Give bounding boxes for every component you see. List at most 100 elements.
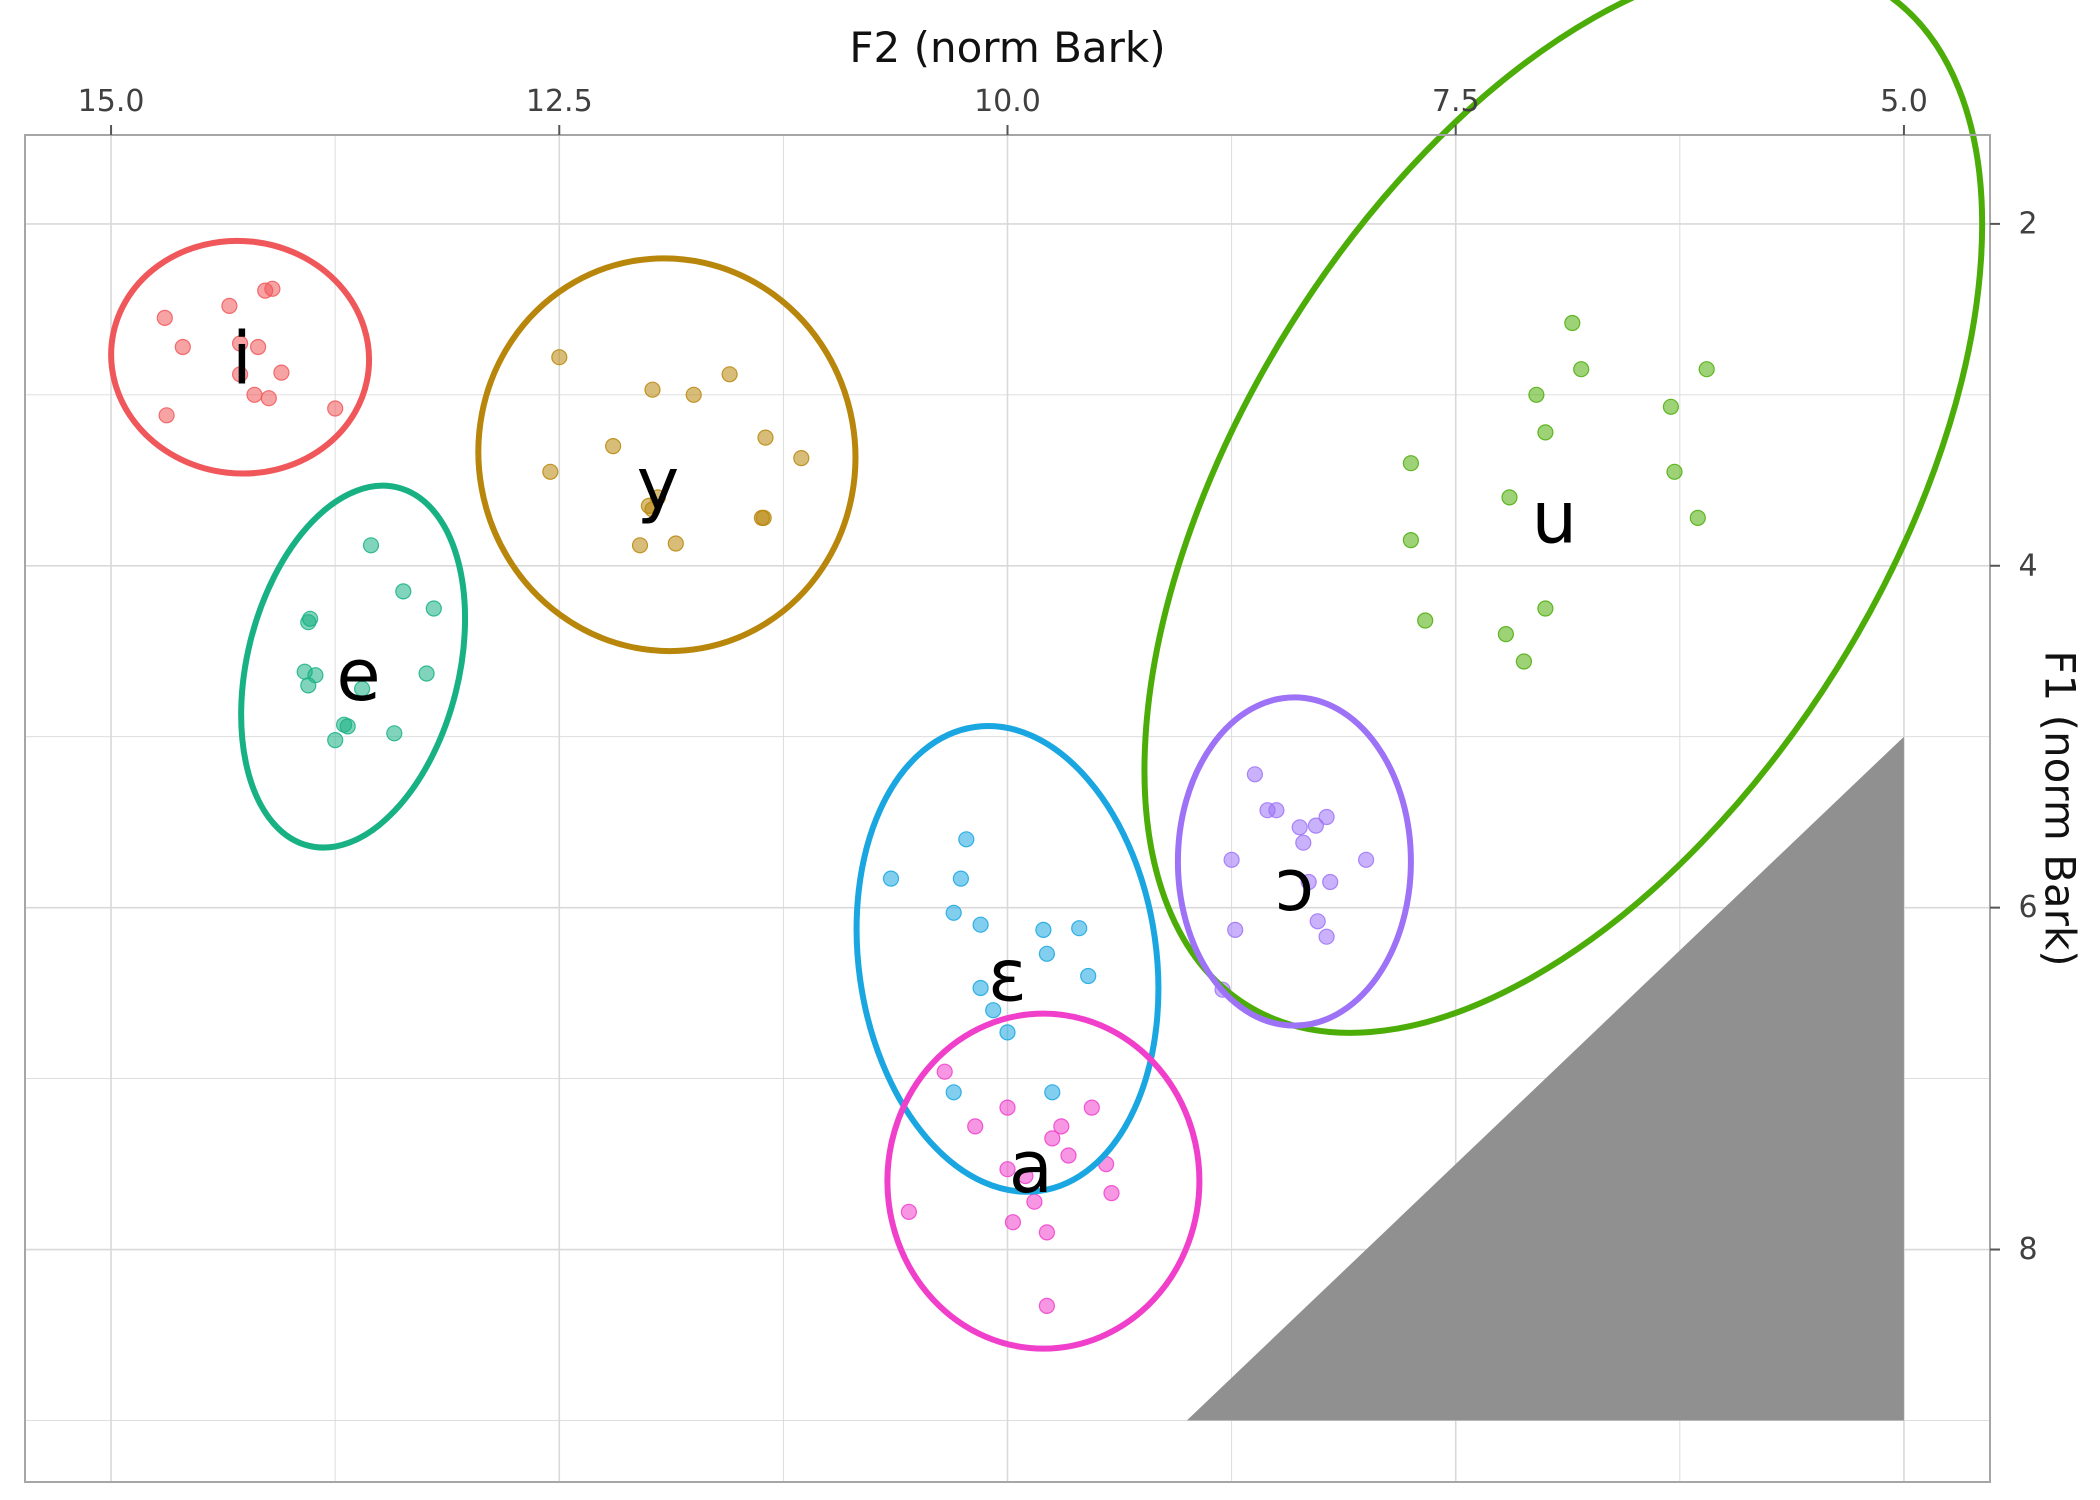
data-point-ɔ bbox=[1295, 834, 1312, 851]
data-point-a bbox=[999, 1161, 1016, 1178]
data-point-e bbox=[395, 583, 412, 600]
data-point-ɛ bbox=[972, 979, 989, 997]
x-axis-title: F2 (norm Bark) bbox=[849, 23, 1165, 72]
vowel-label-ɛ: ɛ bbox=[988, 934, 1027, 1018]
data-point-ɔ bbox=[1223, 851, 1240, 868]
data-point-ɔ bbox=[1307, 817, 1325, 834]
data-point-ɛ bbox=[952, 870, 970, 887]
data-point-y bbox=[631, 537, 649, 554]
data-point-a bbox=[1038, 1224, 1056, 1241]
data-point-ɛ bbox=[999, 1024, 1016, 1041]
data-point-i bbox=[221, 297, 238, 314]
data-point-ɔ bbox=[1300, 873, 1317, 891]
vowel-label-u: u bbox=[1531, 476, 1577, 560]
data-point-y bbox=[721, 366, 738, 383]
data-point-e bbox=[307, 667, 324, 684]
data-point-ɛ bbox=[972, 916, 989, 933]
data-point-ɔ bbox=[1318, 928, 1335, 945]
vowel-space-triangle bbox=[1186, 736, 1904, 1421]
data-point-u bbox=[1417, 612, 1434, 629]
triangle-shape bbox=[1186, 736, 1904, 1421]
data-point-a bbox=[1017, 1167, 1034, 1185]
vowel-label-i: i bbox=[232, 317, 252, 401]
data-point-ɔ bbox=[1227, 921, 1244, 939]
data-point-ɛ bbox=[1038, 945, 1056, 962]
data-point-a bbox=[1044, 1130, 1061, 1147]
data-point-i bbox=[174, 338, 191, 356]
ellipse-i bbox=[108, 237, 373, 477]
data-point-ɔ bbox=[1246, 766, 1264, 783]
data-point-i bbox=[273, 364, 290, 381]
data-point-u bbox=[1537, 424, 1554, 441]
vowel-label-ɔ: ɔ bbox=[1275, 843, 1315, 927]
data-point-ɛ bbox=[1071, 920, 1088, 937]
data-point-u bbox=[1497, 625, 1515, 643]
data-point-u bbox=[1662, 398, 1680, 415]
data-point-e bbox=[418, 665, 435, 682]
data-point-y bbox=[644, 381, 661, 398]
data-point-e bbox=[354, 680, 371, 697]
x-tick-label: 10.0 bbox=[974, 84, 1041, 119]
data-point-y bbox=[542, 463, 559, 480]
data-point-y bbox=[604, 438, 622, 455]
data-point-ɛ bbox=[958, 831, 975, 848]
ellipse-ɔ bbox=[1174, 694, 1414, 1029]
confidence-ellipses bbox=[108, 0, 1986, 1352]
data-point-ɛ bbox=[945, 1084, 962, 1101]
data-point-i bbox=[327, 400, 344, 417]
data-point-u bbox=[1573, 361, 1590, 378]
data-point-ɔ bbox=[1309, 913, 1326, 930]
data-point-ɔ bbox=[1357, 851, 1375, 868]
data-point-ɛ bbox=[945, 904, 962, 921]
data-point-y bbox=[793, 450, 810, 467]
data-point-e bbox=[425, 600, 442, 617]
data-point-a bbox=[1103, 1184, 1120, 1202]
data-point-a bbox=[1038, 1297, 1056, 1315]
y-tick-label: 4 bbox=[2018, 548, 2037, 583]
y-tick-label: 6 bbox=[2018, 890, 2037, 925]
data-point-u bbox=[1402, 455, 1420, 472]
data-point-y bbox=[667, 535, 684, 552]
data-point-a bbox=[1004, 1214, 1022, 1231]
data-point-e bbox=[327, 731, 344, 749]
ellipse-e bbox=[238, 482, 469, 851]
data-point-u bbox=[1537, 600, 1554, 617]
data-points bbox=[156, 280, 1715, 1315]
data-point-i bbox=[232, 366, 249, 383]
data-point-ɔ bbox=[1322, 873, 1339, 891]
data-point-ɛ bbox=[882, 870, 900, 887]
y-tick-label: 2 bbox=[2018, 206, 2037, 241]
data-point-i bbox=[260, 390, 277, 407]
data-point-u bbox=[1689, 509, 1706, 527]
data-point-i bbox=[250, 338, 267, 356]
data-point-ɔ bbox=[1291, 819, 1308, 836]
data-point-ɛ bbox=[985, 1002, 1002, 1019]
data-point-u bbox=[1501, 489, 1518, 506]
data-point-u bbox=[1515, 653, 1533, 670]
y-tick-label: 8 bbox=[2018, 1232, 2037, 1267]
data-point-e bbox=[300, 614, 317, 631]
data-point-ɛ bbox=[1035, 921, 1052, 939]
data-point-u bbox=[1528, 386, 1545, 403]
data-point-e bbox=[362, 537, 380, 554]
vowel-label-y: y bbox=[637, 441, 680, 525]
data-point-i bbox=[246, 386, 263, 403]
ellipse-ɛ bbox=[853, 723, 1162, 1195]
vowel-label-e: e bbox=[336, 633, 380, 717]
data-point-i bbox=[156, 309, 173, 326]
data-point-a bbox=[900, 1203, 918, 1221]
data-point-a bbox=[967, 1118, 984, 1135]
vowel-label-a: a bbox=[1009, 1125, 1053, 1209]
data-point-ɔ bbox=[1268, 802, 1285, 819]
data-point-a bbox=[1053, 1118, 1070, 1135]
data-point-u bbox=[1402, 531, 1420, 549]
data-point-a bbox=[936, 1063, 953, 1080]
data-point-y bbox=[551, 349, 568, 366]
data-point-e bbox=[336, 716, 353, 733]
data-point-u bbox=[1564, 314, 1581, 332]
data-point-i bbox=[264, 280, 281, 297]
ellipse-u bbox=[1141, 0, 1986, 1036]
y-axis-title: F1 (norm Bark) bbox=[2036, 650, 2085, 966]
data-point-i bbox=[232, 335, 249, 352]
